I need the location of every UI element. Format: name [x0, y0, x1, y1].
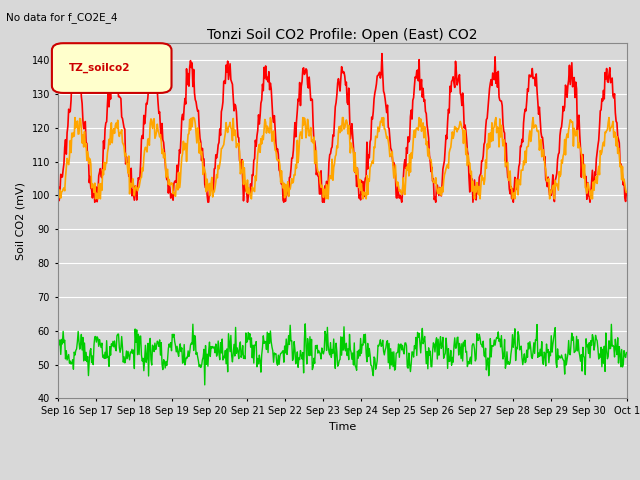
Text: No data for f_CO2E_4: No data for f_CO2E_4 [6, 12, 118, 23]
Title: Tonzi Soil CO2 Profile: Open (East) CO2: Tonzi Soil CO2 Profile: Open (East) CO2 [207, 28, 477, 42]
FancyBboxPatch shape [52, 43, 172, 93]
X-axis label: Time: Time [329, 421, 356, 432]
Text: TZ_soilco2: TZ_soilco2 [69, 63, 131, 73]
Legend: -2cm, -4cm, -8cm: -2cm, -4cm, -8cm [217, 477, 468, 480]
Y-axis label: Soil CO2 (mV): Soil CO2 (mV) [16, 182, 26, 260]
